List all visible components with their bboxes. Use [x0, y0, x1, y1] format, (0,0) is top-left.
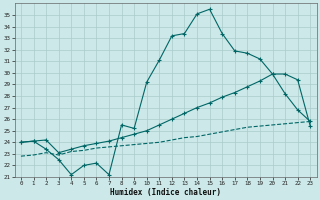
- X-axis label: Humidex (Indice chaleur): Humidex (Indice chaleur): [110, 188, 221, 197]
